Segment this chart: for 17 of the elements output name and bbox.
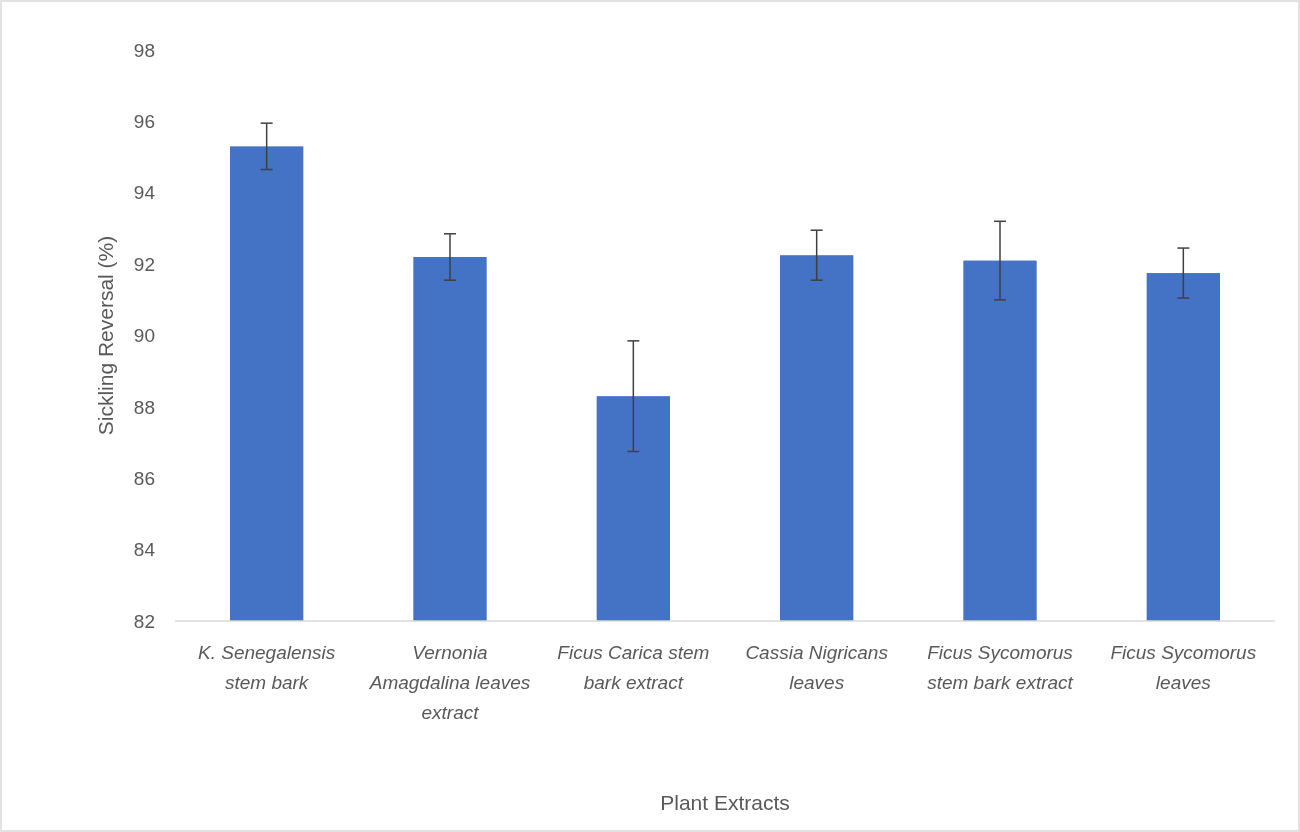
x-tick-label: K. Senegalensis stem bark	[198, 642, 336, 693]
y-tick-label: 94	[133, 182, 156, 204]
x-tick-label: Cassia Nigricans leaves	[745, 642, 889, 693]
y-tick-label: 96	[133, 111, 155, 133]
y-tick-label: 88	[133, 396, 155, 418]
x-axis-title: Plant Extracts	[660, 791, 790, 814]
y-tick-label: 84	[133, 539, 156, 561]
y-tick-label: 92	[133, 253, 155, 275]
y-tick-label: 86	[133, 467, 155, 489]
y-axis-title: Sickling Reversal (%)	[94, 235, 117, 436]
x-tick-label: Ficus Carica stem bark extract	[557, 642, 710, 693]
x-tick-label: Vernonia Amagdalina leaves extract	[368, 642, 531, 723]
y-tick-label: 90	[133, 325, 155, 347]
x-tick-label: Ficus Sycomorus stem bark extract	[927, 642, 1074, 693]
y-tick-label: 82	[133, 610, 155, 632]
x-tick-label: Ficus Sycomorus leaves	[1110, 642, 1257, 693]
y-tick-label: 98	[133, 39, 155, 61]
